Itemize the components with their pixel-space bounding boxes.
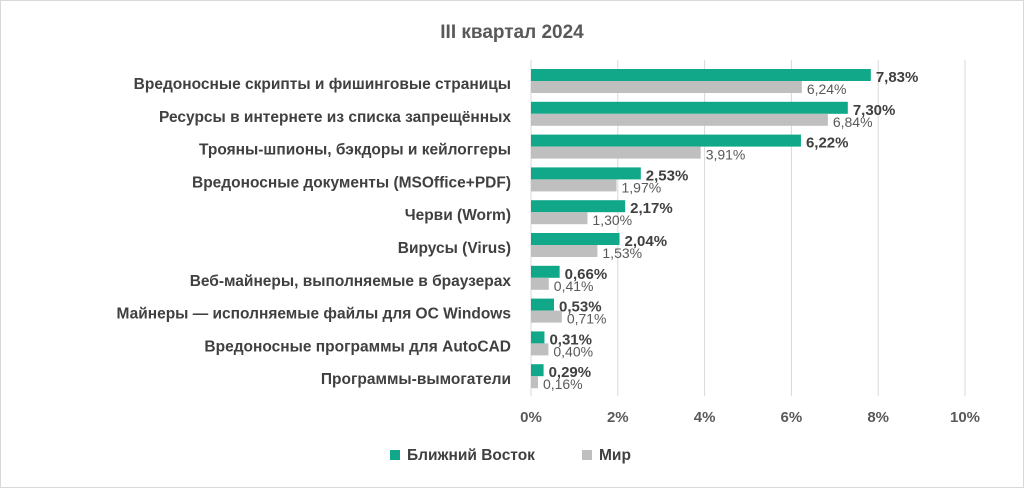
- category-label: Вирусы (Virus): [398, 240, 511, 257]
- data-label-series1: 2,04%: [625, 233, 668, 250]
- bars: [531, 69, 871, 389]
- legend-label-series1: Ближний Восток: [407, 447, 535, 464]
- data-label-series1: 0,31%: [549, 331, 592, 348]
- chart-title: III квартал 2024: [440, 22, 584, 43]
- data-label-series1: 0,53%: [559, 299, 602, 316]
- data-label-series2: 1,30%: [592, 212, 632, 228]
- category-label: Вредоносные скрипты и фишинговые страниц…: [134, 76, 511, 93]
- bar-series1: [531, 233, 620, 245]
- data-label-series1: 2,53%: [646, 167, 689, 184]
- bar-series1: [531, 134, 801, 147]
- bar-series1: [531, 101, 848, 114]
- category-label: Ресурсы в интернете из списка запрещённы…: [159, 109, 511, 126]
- data-labels: 7,83% 6,24% 7,30%6,84% 6,22% 3,91% 2,53%1,97%…: [543, 69, 918, 392]
- x-tick-label: 6%: [781, 409, 803, 426]
- data-label-series2: 0,16%: [543, 376, 583, 392]
- category-label: Программы-вымогатели: [321, 371, 511, 388]
- data-label-series2: 1,53%: [602, 245, 642, 261]
- data-label-series1: 2,17%: [630, 200, 673, 217]
- data-label-series1: 7,30%: [853, 102, 896, 119]
- bar-series1: [531, 298, 555, 311]
- bar-series1: [531, 331, 545, 344]
- bar-series2: [531, 113, 828, 126]
- data-label-series2: 0,40%: [553, 343, 593, 359]
- data-label-series1: 0,66%: [565, 266, 608, 283]
- data-label-series2: 1,97%: [621, 179, 661, 195]
- data-label-series2: 0,41%: [554, 278, 594, 294]
- bar-series2: [531, 376, 538, 389]
- bar-series1: [531, 69, 871, 81]
- data-label-series2: 6,84%: [833, 114, 873, 130]
- legend-label-series2: Мир: [599, 447, 631, 464]
- category-label: Трояны-шпионы, бэкдоры и кейлоггеры: [199, 142, 511, 159]
- bar-series1: [531, 364, 544, 377]
- data-label-series2: 0,71%: [567, 311, 607, 327]
- category-label: Веб-майнеры, выполняемые в браузерах: [190, 273, 512, 290]
- bar-series2: [531, 212, 588, 225]
- data-label-series2: 3,91%: [706, 147, 746, 163]
- x-tick-label: 0%: [520, 409, 542, 426]
- data-label-series1: 7,83%: [876, 69, 919, 86]
- data-label-series2: 6,24%: [807, 81, 847, 97]
- x-tick-label: 4%: [694, 409, 716, 426]
- bar-series2: [531, 81, 802, 93]
- bar-series2: [531, 245, 598, 257]
- bar-series2: [531, 343, 549, 356]
- data-label-series1: 0,29%: [549, 364, 592, 381]
- category-label: Майнеры — исполняемые файлы для ОС Windo…: [116, 306, 511, 323]
- legend: Ближний Восток Мир: [390, 447, 631, 464]
- bar-series2: [531, 146, 701, 159]
- bar-series2: [531, 310, 562, 323]
- bar-series2: [531, 277, 549, 290]
- bar-series1: [531, 200, 626, 213]
- legend-swatch-series1: [390, 450, 400, 460]
- x-tick-label: 2%: [607, 409, 629, 426]
- bar-series1: [531, 167, 641, 180]
- category-label: Вредоносные программы для AutoCAD: [204, 338, 511, 355]
- bar-series2: [531, 179, 617, 192]
- category-labels: Вредоносные скрипты и фишинговые страниц…: [116, 76, 511, 388]
- x-tick-labels: 0% 2% 4% 6% 8% 10%: [520, 409, 980, 426]
- data-label-series1: 6,22%: [806, 135, 849, 152]
- category-label: Вредоносные документы (MSOffice+PDF): [192, 174, 511, 191]
- bar-series1: [531, 265, 560, 278]
- category-label: Черви (Worm): [405, 207, 511, 224]
- legend-swatch-series2: [582, 450, 592, 460]
- x-tick-label: 8%: [867, 409, 889, 426]
- x-tick-label: 10%: [950, 409, 980, 426]
